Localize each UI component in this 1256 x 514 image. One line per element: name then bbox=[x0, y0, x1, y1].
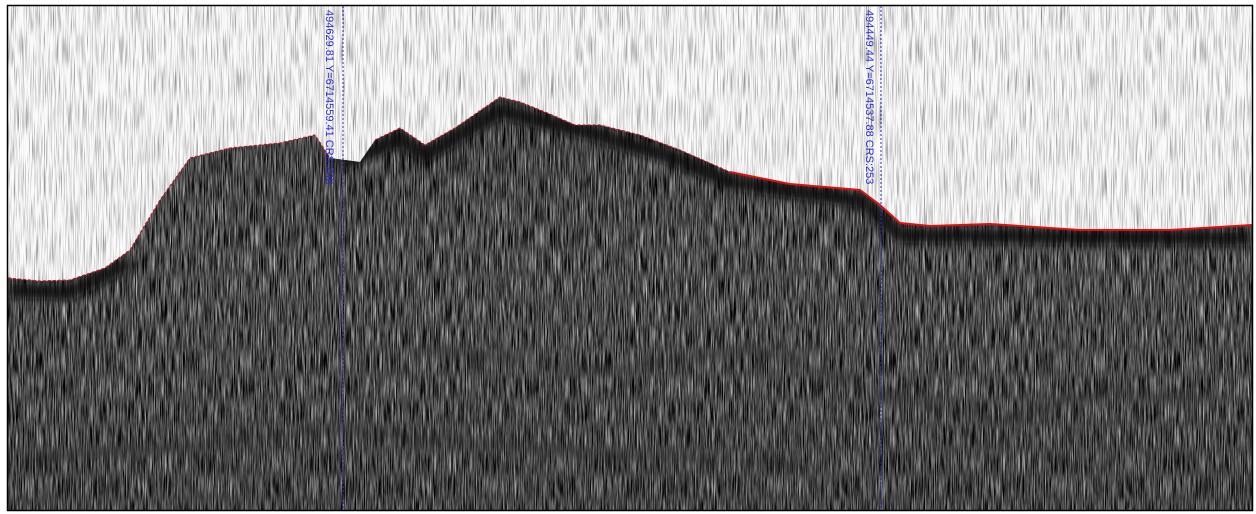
marker-label: 494629.81 Y=6714559.41 CRS:248 bbox=[323, 10, 335, 184]
marker-label: 494449.44 Y=6714537.88 CRS:253 bbox=[863, 10, 875, 184]
sonar-profile: 494629.81 Y=6714559.41 CRS:248 494449.44… bbox=[0, 0, 1256, 514]
echogram: 494629.81 Y=6714559.41 CRS:248 494449.44… bbox=[8, 6, 1252, 510]
